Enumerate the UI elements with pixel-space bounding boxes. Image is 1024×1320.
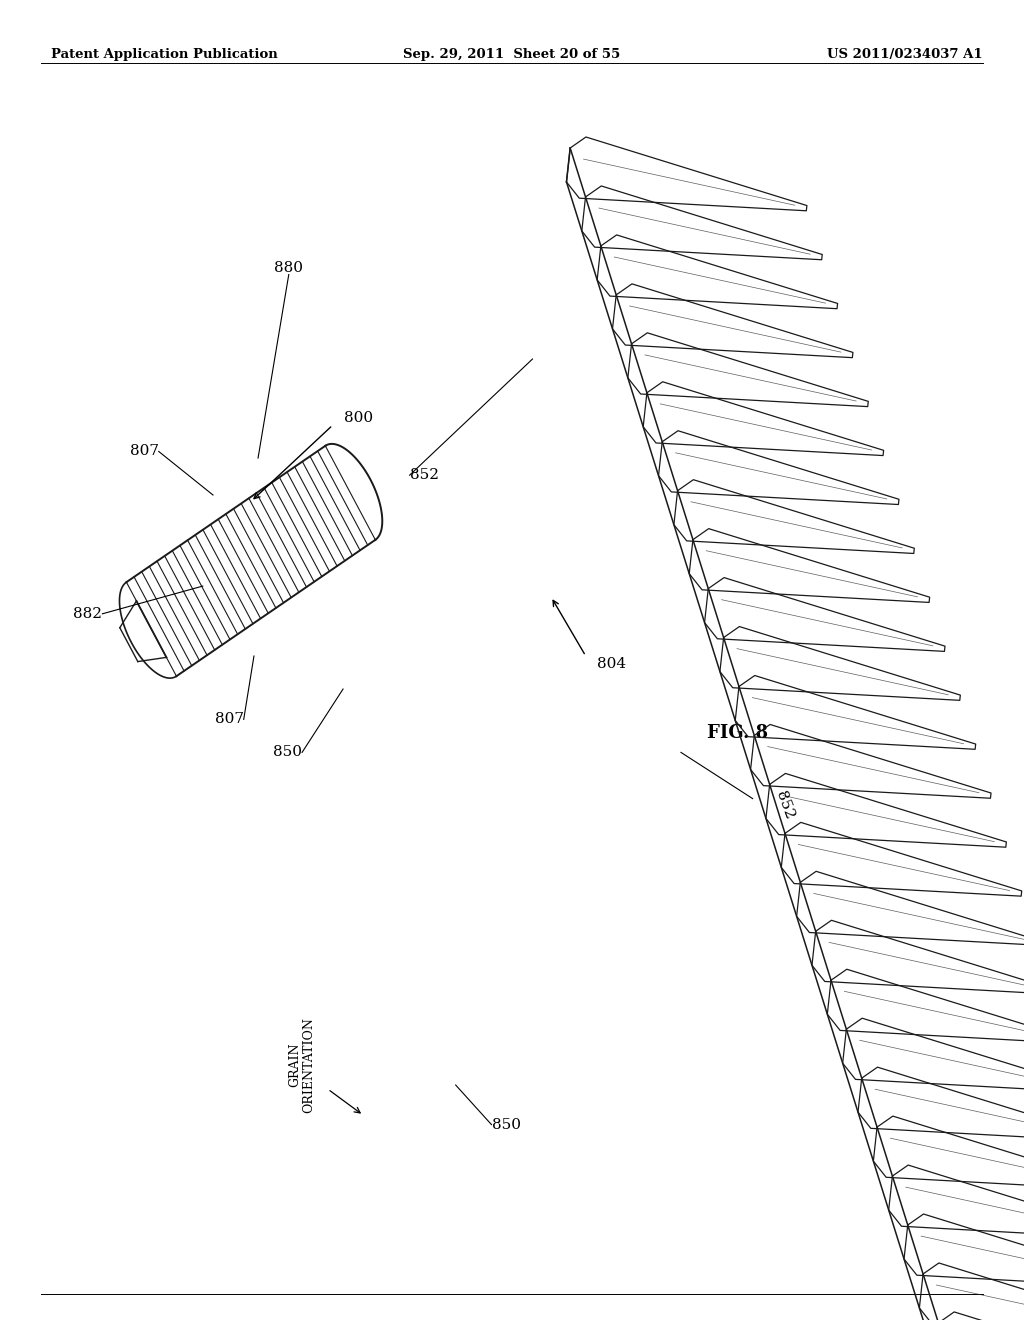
Text: Sep. 29, 2011  Sheet 20 of 55: Sep. 29, 2011 Sheet 20 of 55: [403, 48, 621, 61]
Text: 804: 804: [597, 657, 626, 671]
Text: 800: 800: [344, 412, 373, 425]
Text: 850: 850: [492, 1118, 520, 1131]
Text: 880: 880: [274, 260, 303, 275]
Text: 882: 882: [74, 607, 102, 620]
Text: GRAIN
ORIENTATION: GRAIN ORIENTATION: [289, 1018, 315, 1113]
Text: US 2011/0234037 A1: US 2011/0234037 A1: [827, 48, 983, 61]
Text: 852: 852: [773, 789, 797, 821]
Text: 850: 850: [273, 746, 302, 759]
Text: 852: 852: [410, 469, 438, 482]
Text: 807: 807: [215, 713, 244, 726]
Text: FIG. 8: FIG. 8: [707, 723, 768, 742]
Text: 807: 807: [130, 445, 159, 458]
Text: Patent Application Publication: Patent Application Publication: [51, 48, 278, 61]
